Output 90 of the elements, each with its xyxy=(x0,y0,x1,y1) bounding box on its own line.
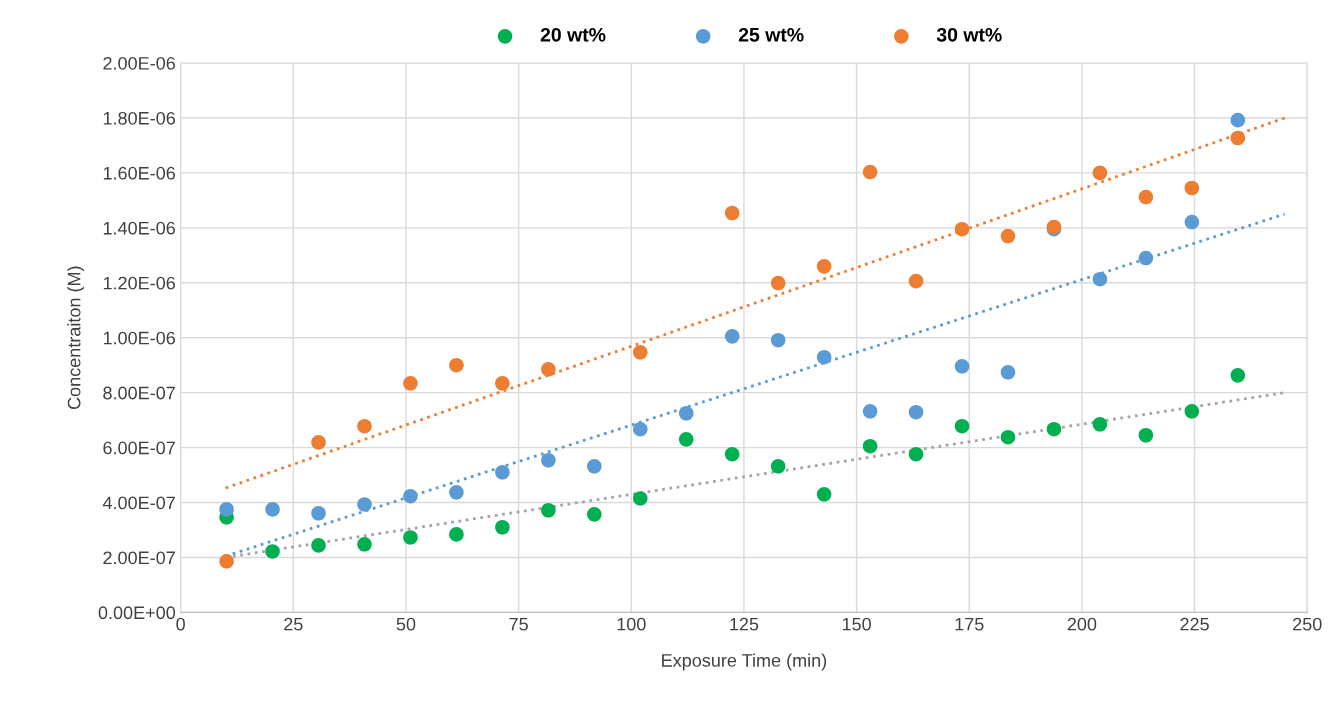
point xyxy=(1000,365,1016,380)
point xyxy=(495,465,510,480)
point xyxy=(724,205,740,221)
point xyxy=(357,418,372,434)
point xyxy=(1230,112,1246,128)
point xyxy=(403,488,418,504)
point xyxy=(265,544,280,559)
point xyxy=(724,329,740,344)
point xyxy=(311,505,326,521)
point xyxy=(541,362,556,377)
x-tick-label: 0 xyxy=(176,617,185,631)
point xyxy=(633,344,648,360)
x-tick-label: 125 xyxy=(730,617,759,631)
point xyxy=(954,418,970,434)
y-tick-label: 2.00E-07 xyxy=(103,551,175,565)
y-tick-label: 1.00E-06 xyxy=(103,331,175,345)
point xyxy=(816,349,832,365)
point xyxy=(1046,421,1062,437)
point xyxy=(908,404,924,420)
y-tick-label: 4.00E-07 xyxy=(102,496,175,510)
y-tick-label: 8.00E-07 xyxy=(103,386,175,400)
x-tick-label: 150 xyxy=(842,617,871,631)
point xyxy=(357,497,372,512)
point xyxy=(1230,368,1246,383)
legend-label: 30 wt% xyxy=(936,27,1002,42)
x-tick-label: 225 xyxy=(1180,617,1209,631)
x-tick-label: 25 xyxy=(284,617,303,631)
y-axis-title: Concentraiton (M) xyxy=(67,266,85,410)
point xyxy=(1184,214,1200,230)
x-tick-label: 175 xyxy=(955,617,984,631)
point xyxy=(954,221,970,237)
legend-label: 25 wt% xyxy=(738,27,804,42)
point xyxy=(633,421,648,437)
point xyxy=(862,164,878,180)
x-tick-label: 75 xyxy=(509,617,528,631)
point xyxy=(311,435,326,450)
point xyxy=(219,502,234,517)
x-tick-label: 250 xyxy=(1293,617,1322,631)
point xyxy=(1138,427,1154,443)
point xyxy=(403,376,418,391)
point xyxy=(862,404,878,419)
point xyxy=(449,485,464,500)
point xyxy=(495,519,510,535)
legend-label: 20 wt% xyxy=(540,27,606,42)
point xyxy=(678,405,694,421)
point xyxy=(1184,180,1200,196)
point xyxy=(954,359,970,374)
point xyxy=(908,446,924,462)
point xyxy=(678,432,694,447)
point xyxy=(1000,228,1016,244)
y-tick-label: 1.60E-06 xyxy=(103,166,175,180)
point xyxy=(495,376,510,391)
y-tick-label: 2.00E-06 xyxy=(103,56,175,70)
y-tick-label: 6.00E-07 xyxy=(103,441,175,455)
y-tick-label: 1.20E-06 xyxy=(103,276,175,290)
point xyxy=(1184,404,1200,419)
point xyxy=(449,357,464,373)
point xyxy=(1092,416,1108,432)
point xyxy=(541,452,556,468)
point xyxy=(770,458,786,474)
point xyxy=(633,491,648,506)
point xyxy=(541,502,556,518)
point xyxy=(357,537,372,552)
point xyxy=(449,527,464,542)
point xyxy=(1000,429,1016,445)
point xyxy=(908,273,924,289)
x-tick-label: 200 xyxy=(1067,617,1097,631)
point xyxy=(816,487,832,502)
point xyxy=(1092,271,1108,287)
point xyxy=(587,458,602,474)
x-axis-title: Exposure Time (min) xyxy=(662,653,827,671)
point xyxy=(1138,250,1154,266)
point xyxy=(403,530,418,545)
point xyxy=(770,332,786,348)
y-tick-label: 1.80E-06 xyxy=(103,111,175,125)
x-tick-label: 50 xyxy=(396,617,416,631)
point xyxy=(862,438,878,454)
point xyxy=(1092,165,1108,181)
point xyxy=(219,554,234,569)
point xyxy=(587,507,602,522)
x-tick-label: 100 xyxy=(617,617,646,631)
point xyxy=(311,538,326,553)
point xyxy=(1138,189,1154,205)
y-tick-label: 0.00E+00 xyxy=(98,606,176,620)
point xyxy=(724,446,740,462)
point xyxy=(265,502,280,517)
point xyxy=(816,259,832,274)
point xyxy=(770,275,786,291)
point xyxy=(1230,130,1246,146)
y-tick-label: 1.40E-06 xyxy=(103,221,175,235)
